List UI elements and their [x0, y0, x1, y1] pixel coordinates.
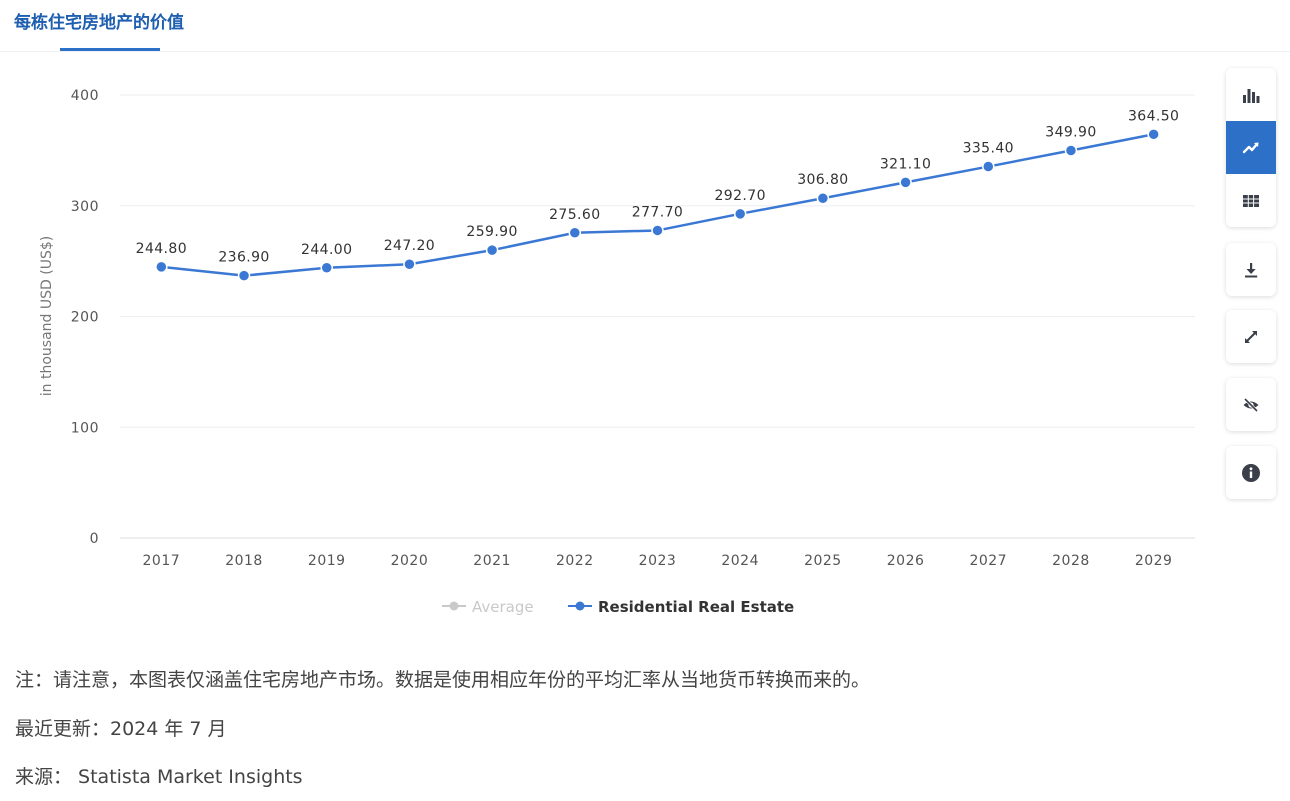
data-point [403, 257, 416, 271]
y-tick-label: 100 [71, 420, 99, 436]
data-point [155, 260, 168, 274]
data-point [816, 191, 830, 205]
data-label: 335.40 [963, 141, 1014, 157]
y-axis-title: in thousand USD (US$) [39, 236, 55, 396]
x-tick-label: 2025 [804, 553, 842, 569]
download-button[interactable] [1226, 243, 1276, 296]
data-label: 259.90 [466, 224, 517, 240]
tab-divider [0, 51, 1290, 52]
expand-icon [1245, 330, 1257, 343]
x-tick-label: 2017 [143, 553, 181, 569]
x-tick-label: 2029 [1135, 553, 1173, 569]
chart-tab-title[interactable]: 每栋住宅房地产的价值 [14, 13, 184, 33]
x-tick-label: 2020 [391, 553, 429, 569]
bar-chart-icon [1243, 88, 1260, 103]
data-label: 244.80 [136, 241, 187, 257]
data-point [485, 243, 499, 257]
chart-type-group [1226, 68, 1276, 227]
active-tab-indicator [60, 48, 160, 51]
last-updated: 最近更新：2024 年 7 月 [15, 718, 227, 740]
data-label: 292.70 [714, 188, 765, 204]
x-tick-label: 2019 [308, 553, 346, 569]
data-label: 247.20 [384, 238, 435, 254]
data-label: 306.80 [797, 172, 848, 188]
y-tick-label: 300 [71, 199, 99, 215]
legend-residential-marker [575, 601, 585, 611]
x-tick-label: 2024 [721, 553, 759, 569]
x-tick-label: 2018 [225, 553, 263, 569]
data-point [237, 269, 251, 282]
y-tick-label: 200 [71, 310, 99, 326]
info-button[interactable] [1226, 446, 1276, 499]
line-chart-button[interactable] [1226, 121, 1276, 174]
data-point [320, 261, 333, 275]
hide-group [1226, 378, 1276, 431]
chart-note: 注：请注意，本图表仅涵盖住宅房地产市场。数据是使用相应年份的平均汇率从当地货币转… [15, 669, 871, 691]
x-tick-label: 2027 [969, 553, 1007, 569]
legend-average-marker [449, 601, 459, 611]
fullscreen-group [1226, 310, 1276, 363]
info-icon [1242, 463, 1260, 482]
data-point [733, 207, 747, 221]
y-tick-label: 0 [90, 531, 99, 547]
x-tick-label: 2022 [556, 553, 594, 569]
eye-off-icon [1243, 397, 1259, 412]
data-label: 236.90 [218, 250, 269, 266]
data-label: 349.90 [1045, 124, 1096, 140]
data-point [982, 160, 995, 173]
legend-average-label[interactable]: Average [472, 598, 534, 616]
x-tick-label: 2028 [1052, 553, 1090, 569]
download-group [1226, 243, 1276, 296]
data-label: 321.10 [880, 156, 931, 172]
x-tick-label: 2023 [639, 553, 677, 569]
bar-chart-button[interactable] [1226, 68, 1276, 121]
table-view-button[interactable] [1226, 174, 1276, 227]
data-point [651, 224, 664, 237]
legend-residential-label[interactable]: Residential Real Estate [598, 598, 794, 616]
data-point [1064, 144, 1078, 157]
y-tick-label: 400 [71, 88, 99, 104]
data-point [568, 226, 582, 240]
line-chart-icon [1242, 142, 1259, 153]
data-label: 244.00 [301, 242, 352, 258]
fullscreen-button[interactable] [1226, 310, 1276, 363]
table-icon [1243, 194, 1259, 207]
data-label: 364.50 [1128, 108, 1179, 124]
data-label: 275.60 [549, 207, 600, 223]
info-group [1226, 446, 1276, 499]
data-point [899, 176, 912, 189]
x-tick-label: 2021 [473, 553, 511, 569]
data-source: 来源： Statista Market Insights [15, 766, 303, 788]
data-label: 277.70 [632, 204, 683, 220]
line-chart: 0 100 200 300 400 in thousand USD (US$) 2017 20… [39, 88, 1195, 616]
download-icon [1245, 262, 1258, 277]
x-tick-label: 2026 [887, 553, 925, 569]
hide-button[interactable] [1226, 378, 1276, 431]
data-point [1147, 128, 1160, 141]
